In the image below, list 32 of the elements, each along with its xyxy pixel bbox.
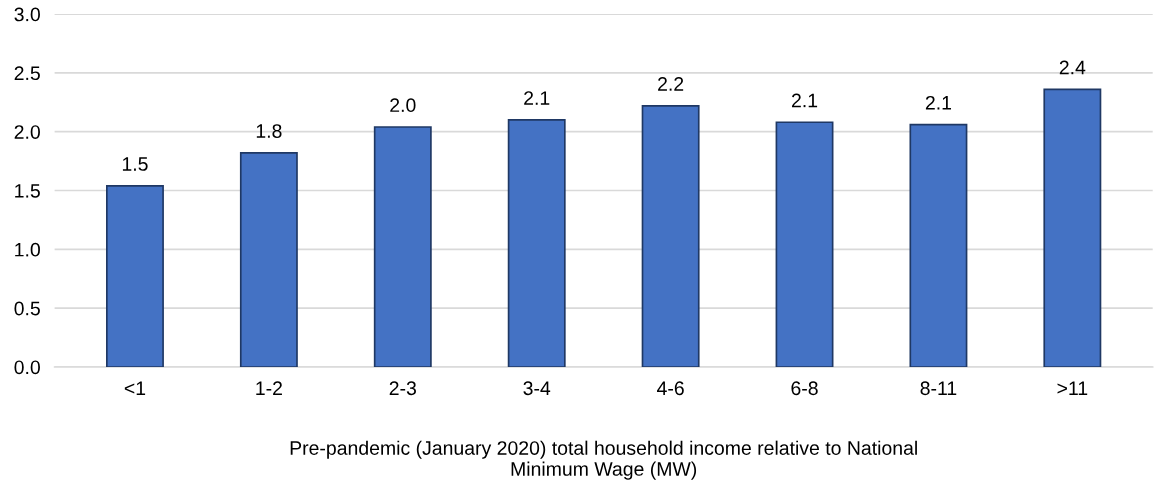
data-label: 2.1: [925, 95, 952, 110]
y-tick-label: 3.0: [14, 7, 40, 22]
data-label: 1.5: [122, 157, 148, 171]
y-tick-label: 2.5: [14, 66, 40, 81]
y-tick-label: 1.5: [15, 184, 40, 198]
y-tick-label: 0.5: [14, 301, 40, 316]
data-label: 2.1: [524, 91, 550, 105]
x-tick-label: >11: [1057, 381, 1088, 395]
data-label: 1.8: [256, 124, 282, 138]
x-tick-label: 2-3: [389, 381, 416, 396]
data-label: 2.0: [390, 98, 416, 113]
x-tick-label: <1: [124, 381, 146, 395]
y-tick-label: 2.0: [14, 125, 40, 139]
bar: [507, 119, 566, 367]
bar: [106, 184, 164, 367]
bar: [239, 152, 298, 367]
x-tick-label: 3-4: [523, 381, 551, 396]
x-axis-title: Pre-pandemic (January 2020) total household income relative to National Minimum Wage (MW): [290, 440, 917, 480]
y-tick-label: 0.0: [14, 360, 40, 375]
bar: [373, 126, 432, 367]
x-tick-label: 1-2: [256, 381, 282, 395]
x-tick-label: 8-11: [920, 381, 957, 396]
data-label: 2.4: [1059, 60, 1086, 75]
bar: [775, 121, 834, 367]
bar: [909, 123, 968, 367]
bar: [641, 104, 700, 367]
data-label: 2.2: [658, 77, 684, 91]
data-label: 2.1: [791, 93, 818, 108]
y-tick-label: 1.0: [15, 242, 40, 257]
bar: [1043, 88, 1102, 367]
x-tick-label: 6-8: [791, 381, 818, 396]
x-tick-label: 4-6: [657, 381, 684, 396]
